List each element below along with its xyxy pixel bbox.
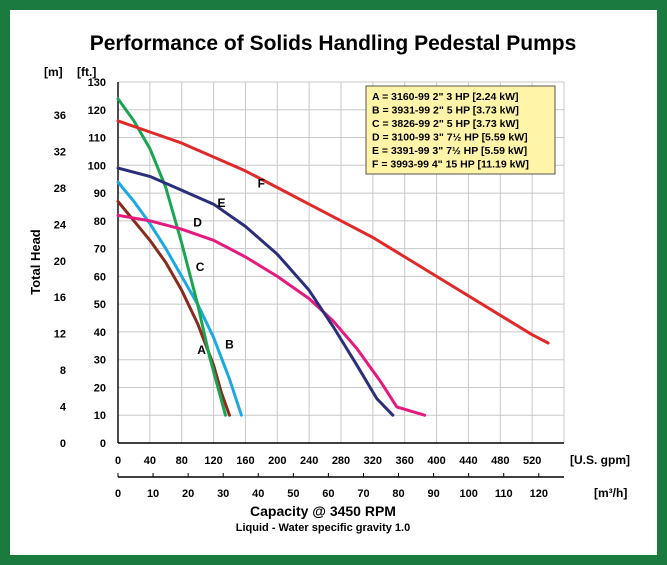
x-tick-label-gpm: 120	[204, 455, 222, 467]
curve-e	[116, 166, 395, 417]
curve-label-e: E	[218, 196, 226, 210]
y-tick-label-m: 24	[54, 219, 67, 231]
x-tick-label-gpm: 40	[144, 455, 156, 467]
y-tick-label-ft: 0	[100, 438, 106, 450]
x-tick-label-m3h: 90	[427, 488, 439, 500]
y-tick-label-m: 28	[54, 183, 66, 195]
x-tick-label-gpm: 160	[236, 455, 254, 467]
legend-entry-a: A = 3160-99 2" 3 HP [2.24 kW]	[372, 91, 519, 103]
legend-entry-f: F = 3993-99 4" 15 HP [11.19 kW]	[372, 159, 529, 171]
chart-subtitle: Liquid - Water specific gravity 1.0	[236, 522, 410, 534]
y-tick-label-ft: 50	[94, 299, 106, 311]
y-tick-label-ft: 110	[88, 133, 106, 145]
legend-entry-d: D = 3100-99 3" 7½ HP [5.59 kW]	[372, 132, 528, 144]
x-tick-label-gpm: 200	[268, 455, 286, 467]
x-tick-label-m3h: 40	[252, 488, 264, 500]
x-tick-label-m3h: 0	[115, 488, 121, 500]
curve-d	[116, 213, 427, 417]
y-tick-label-ft: 90	[94, 188, 106, 200]
curve-f	[116, 119, 550, 345]
curve-label-b: B	[225, 338, 234, 352]
curve-b	[116, 180, 243, 417]
y-tick-label-m: 32	[54, 146, 66, 158]
x-tick-label-m3h: 20	[182, 488, 194, 500]
x-tick-label-m3h: 50	[287, 488, 299, 500]
x-axis-title: Capacity @ 3450 RPM	[250, 503, 396, 519]
x-tick-label-gpm: 320	[364, 455, 382, 467]
curve-label-c: C	[196, 260, 205, 274]
x-tick-label-m3h: 60	[322, 488, 334, 500]
curve-c	[116, 97, 227, 417]
x-tick-label-gpm: 520	[523, 455, 541, 467]
y-unit-ft: [ft.]	[77, 65, 96, 79]
y-axis-title: Total Head	[28, 229, 43, 295]
y-tick-label-ft: 100	[88, 160, 106, 172]
y-tick-label-m: 4	[60, 402, 67, 414]
legend-box	[365, 85, 556, 175]
x-tick-label-m3h: 70	[357, 488, 369, 500]
x-tick-label-m3h: 30	[217, 488, 229, 500]
y-tick-label-ft: 120	[88, 105, 106, 117]
legend-entry-e: E = 3391-99 3" 7½ HP [5.59 kW]	[372, 145, 527, 157]
y-tick-label-m: 36	[54, 110, 66, 122]
y-tick-label-m: 16	[54, 292, 66, 304]
y-tick-label-ft: 20	[94, 382, 106, 394]
y-unit-m: [m]	[44, 65, 63, 79]
legend-entry-b: B = 3931-99 2" 5 HP [3.73 kW]	[372, 105, 519, 117]
curve-label-f: F	[258, 177, 265, 191]
x-tick-label-gpm: 0	[115, 455, 121, 467]
curve-label-a: A	[197, 343, 206, 357]
y-tick-label-m: 20	[54, 256, 66, 268]
y-tick-label-ft: 60	[94, 271, 106, 283]
y-tick-label-ft: 130	[88, 77, 106, 89]
x-tick-label-gpm: 360	[396, 455, 414, 467]
y-tick-label-m: 0	[60, 438, 66, 450]
x-tick-label-m3h: 120	[530, 488, 548, 500]
y-tick-label-ft: 70	[94, 244, 106, 256]
x-tick-label-m3h: 80	[392, 488, 404, 500]
y-tick-label-ft: 10	[94, 410, 106, 422]
x-tick-label-m3h: 110	[495, 488, 513, 500]
x-tick-label-gpm: 280	[332, 455, 350, 467]
x-tick-label-gpm: 480	[491, 455, 509, 467]
y-tick-label-m: 8	[60, 365, 66, 377]
legend-entry-c: C = 3826-99 2" 5 HP [3.73 kW]	[372, 118, 519, 130]
x-tick-label-m3h: 10	[147, 488, 159, 500]
curve-label-d: D	[193, 215, 202, 229]
y-tick-label-ft: 80	[94, 216, 106, 228]
x-tick-label-gpm: 440	[459, 455, 477, 467]
y-tick-label-ft: 30	[94, 355, 106, 367]
curve-a	[116, 199, 231, 417]
y-tick-label-ft: 40	[94, 327, 106, 339]
x-unit-gpm: [U.S. gpm]	[570, 453, 630, 467]
x-tick-label-m3h: 100	[459, 488, 477, 500]
x-tick-label-gpm: 400	[427, 455, 445, 467]
x-unit-m3h: [m³/h]	[594, 486, 627, 500]
x-tick-label-gpm: 240	[300, 455, 318, 467]
chart-title: Performance of Solids Handling Pedestal …	[90, 32, 577, 55]
y-tick-label-m: 12	[54, 329, 66, 341]
x-tick-label-gpm: 80	[176, 455, 188, 467]
